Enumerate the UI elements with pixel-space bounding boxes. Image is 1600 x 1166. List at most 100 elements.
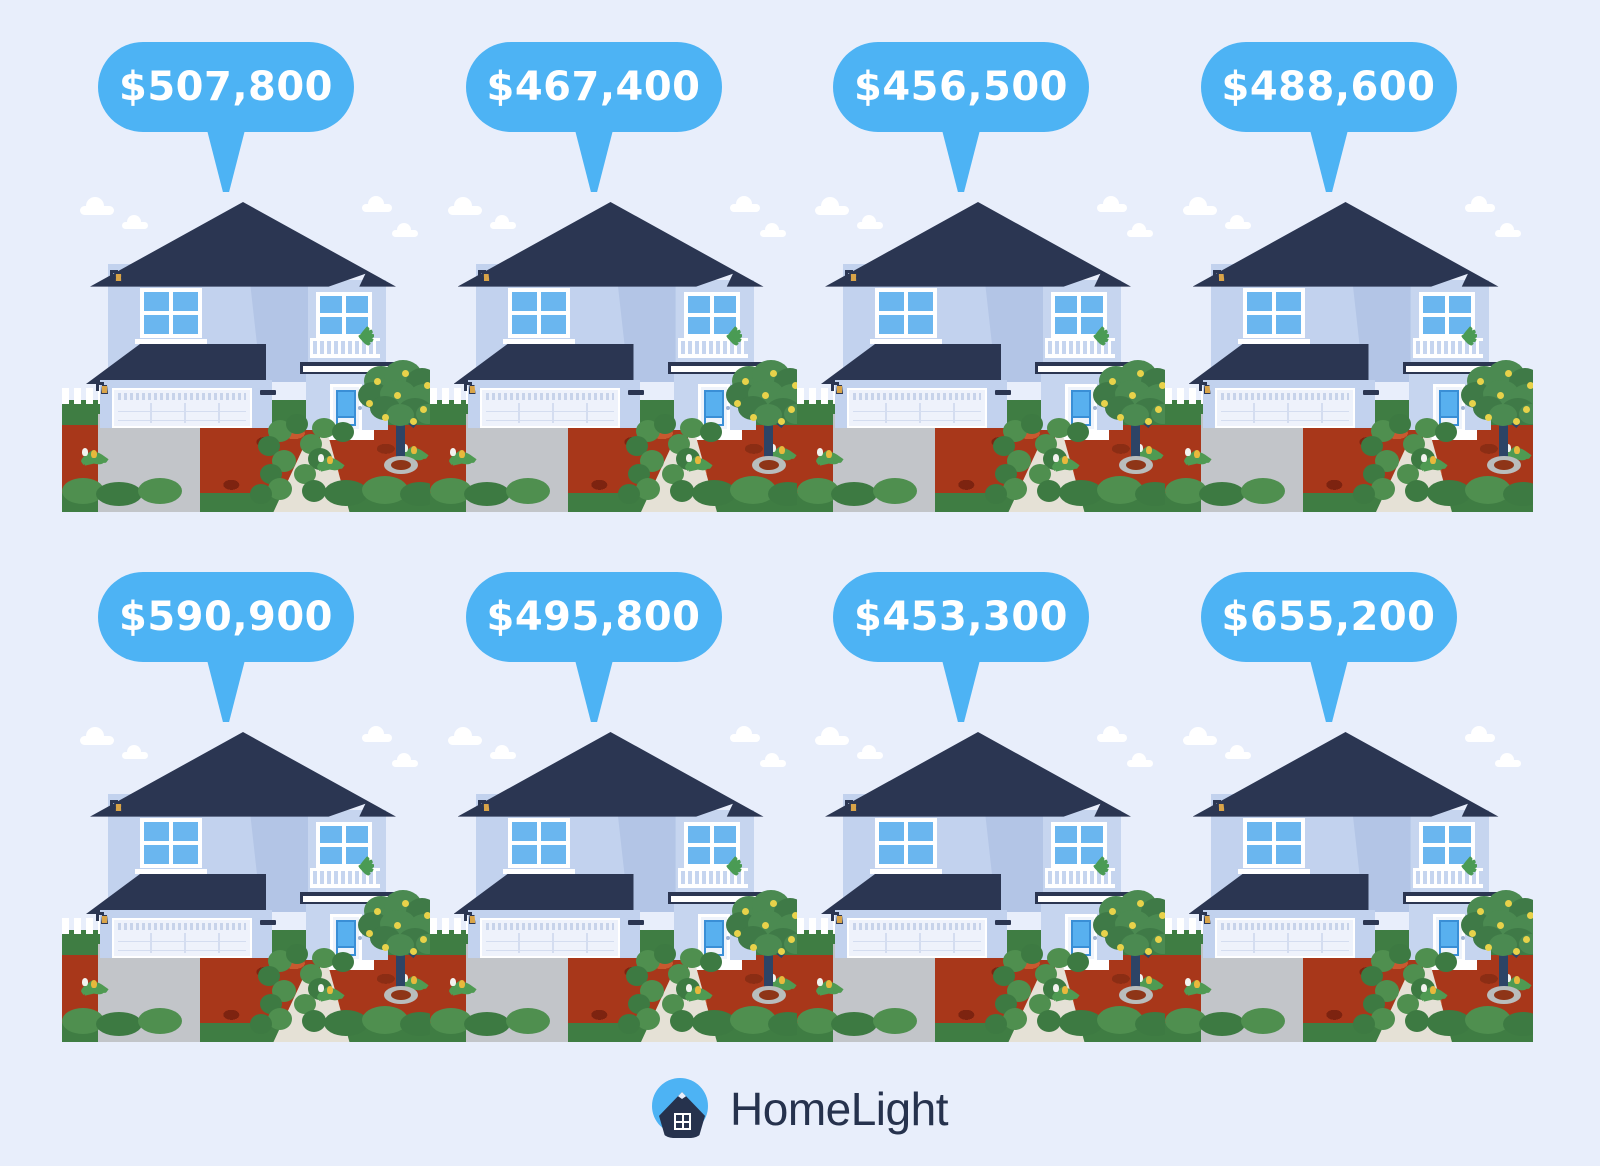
bush — [1414, 948, 1439, 968]
price-bubble[interactable]: $467,400 — [465, 42, 722, 204]
tree-fruit — [761, 922, 769, 929]
bush — [669, 480, 694, 502]
price-bubble-label: $488,600 — [1221, 64, 1436, 110]
flower-bud — [327, 986, 333, 994]
price-bubble-tail — [1309, 660, 1348, 734]
cloud-icon — [489, 745, 516, 759]
flower-bud — [694, 986, 701, 994]
price-bubble[interactable]: $507,800 — [98, 42, 354, 204]
tree-canopy — [1121, 934, 1149, 956]
price-bubble[interactable]: $495,800 — [465, 572, 722, 734]
bush — [1003, 1008, 1027, 1030]
garage-light-fixture — [260, 920, 276, 925]
garage-door[interactable] — [479, 918, 620, 958]
price-bubble[interactable]: $655,200 — [1200, 572, 1457, 734]
bush — [653, 944, 676, 964]
front-door-glass — [336, 920, 356, 948]
flower-bud — [826, 980, 832, 988]
flower-clump — [1175, 978, 1212, 998]
tree-fruit — [1522, 406, 1530, 413]
flower-bud — [91, 980, 97, 988]
lamp-body — [850, 273, 857, 282]
garage-door[interactable] — [112, 918, 252, 958]
bush — [1352, 484, 1375, 504]
cloud-icon — [1182, 727, 1217, 745]
flower-bud — [327, 456, 333, 464]
lamp-body — [468, 915, 476, 924]
garage-light-fixture — [627, 390, 644, 395]
flower-clump — [676, 984, 713, 1004]
garage-door[interactable] — [479, 388, 620, 428]
balcony-plant — [1457, 850, 1483, 877]
flower-clump — [1127, 444, 1164, 464]
bush — [250, 1014, 272, 1034]
price-bubble[interactable]: $488,600 — [1200, 42, 1457, 204]
garage-door[interactable] — [847, 918, 987, 958]
flower-bud — [318, 984, 324, 992]
bush — [286, 414, 308, 434]
flower-bud — [1504, 974, 1511, 982]
balcony-plant — [1089, 320, 1115, 347]
flower-bud — [1193, 980, 1200, 988]
bush — [286, 944, 308, 964]
tree-fruit — [1496, 392, 1504, 399]
bush — [767, 1012, 798, 1036]
price-bubble[interactable]: $453,300 — [833, 572, 1089, 734]
bush — [268, 478, 292, 500]
tree-fruit — [424, 912, 430, 919]
bush — [617, 1014, 640, 1034]
flower-bud — [1504, 444, 1511, 452]
bush — [1029, 994, 1051, 1014]
garage-light-fixture — [995, 390, 1011, 395]
bush — [1360, 966, 1383, 986]
tree-fruit — [382, 414, 389, 421]
price-bubble[interactable]: $456,500 — [833, 42, 1089, 204]
price-bubble[interactable]: $590,900 — [98, 572, 354, 734]
garage-door[interactable] — [1214, 918, 1355, 958]
bush — [1370, 1008, 1395, 1030]
exterior-lamp-icon — [1198, 912, 1211, 928]
tree-fruit — [1155, 936, 1162, 943]
bush — [691, 1010, 736, 1036]
lamp-post — [477, 270, 481, 279]
balcony-railing — [1412, 338, 1483, 358]
lamp-post — [831, 912, 834, 921]
house-panel — [429, 722, 798, 1042]
upstairs-window-right — [1418, 822, 1475, 868]
bush — [1352, 1014, 1375, 1034]
house-panel — [797, 722, 1165, 1042]
upstairs-window-left — [140, 818, 202, 868]
front-door[interactable] — [1065, 914, 1097, 962]
flower-bud — [685, 454, 692, 462]
garage-door[interactable] — [847, 388, 987, 428]
bush — [679, 418, 704, 438]
lamp-body — [482, 803, 490, 812]
tree-fruit — [791, 912, 798, 919]
bush — [669, 1010, 694, 1032]
flower-bud — [1053, 454, 1059, 462]
tree-trunk — [1131, 402, 1140, 466]
garage-door[interactable] — [112, 388, 252, 428]
cloud-icon — [80, 197, 114, 215]
garage-door[interactable] — [1214, 388, 1355, 428]
garage-panel-grid — [485, 403, 614, 423]
tree-fruit — [1522, 936, 1530, 943]
bush — [1388, 414, 1411, 434]
bush — [985, 484, 1007, 504]
tree-fruit — [1117, 944, 1124, 951]
cloud-icon — [447, 727, 482, 745]
balcony-plant — [354, 850, 380, 877]
cloud-icon — [447, 197, 482, 215]
footer-brand: HomeLight — [0, 1078, 1600, 1140]
house-panel — [429, 192, 798, 512]
exterior-lamp-icon — [831, 912, 843, 928]
front-door-glass — [1071, 390, 1091, 418]
cloud-icon — [489, 215, 516, 229]
tree-mulch-ring — [1486, 456, 1521, 474]
lamp-body — [101, 915, 108, 924]
bush — [1426, 480, 1471, 506]
flower-bud — [1062, 456, 1068, 464]
flower-clump — [807, 978, 844, 998]
lamp-body — [836, 915, 843, 924]
